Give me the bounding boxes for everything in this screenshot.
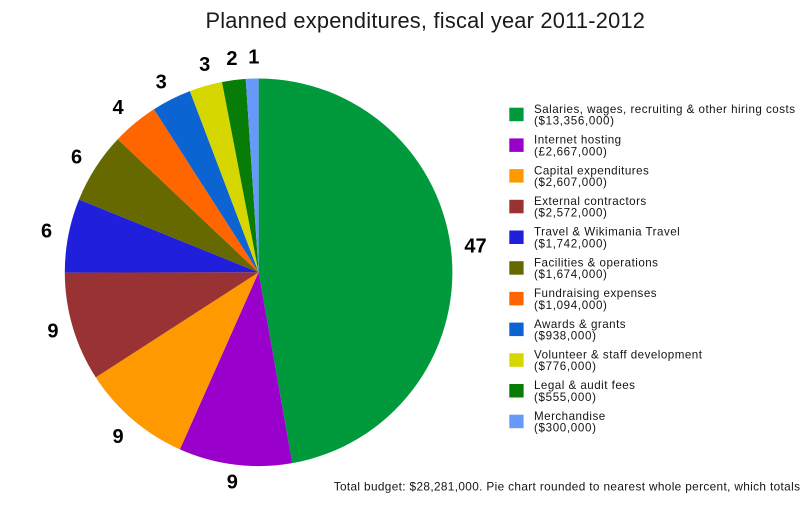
svg-text:1: 1	[248, 46, 259, 68]
svg-text:9: 9	[112, 426, 123, 448]
svg-text:Internet hosting: Internet hosting	[534, 134, 622, 147]
svg-text:6: 6	[71, 147, 82, 169]
svg-text:9: 9	[227, 472, 238, 494]
svg-text:4: 4	[112, 97, 124, 119]
svg-text:6: 6	[41, 221, 52, 243]
svg-text:Salaries, wages, recruiting &: Salaries, wages, recruiting & other hiri…	[534, 103, 795, 116]
svg-text:2: 2	[226, 48, 237, 70]
svg-text:Travel & Wikimania Travel: Travel & Wikimania Travel	[534, 226, 680, 239]
svg-text:Merchandise: Merchandise	[534, 410, 606, 423]
svg-text:($2,572,000): ($2,572,000)	[534, 207, 608, 220]
svg-text:($13,356,000): ($13,356,000)	[534, 115, 615, 128]
svg-text:Capital expenditures: Capital expenditures	[534, 164, 649, 177]
svg-text:Facilities & operations: Facilities & operations	[534, 256, 658, 269]
svg-text:3: 3	[156, 72, 167, 94]
svg-text:9: 9	[47, 321, 58, 343]
svg-text:Legal & audit fees: Legal & audit fees	[534, 379, 635, 392]
svg-text:3: 3	[199, 54, 210, 76]
svg-text:($1,742,000): ($1,742,000)	[534, 237, 608, 250]
svg-text:($555,000): ($555,000)	[534, 391, 597, 404]
svg-text:Planned expenditures, fiscal y: Planned expenditures, fiscal year 2011-2…	[205, 8, 645, 33]
svg-text:External contractors: External contractors	[534, 195, 647, 208]
svg-text:Fundraising expenses: Fundraising expenses	[534, 287, 657, 300]
svg-text:($938,000): ($938,000)	[534, 330, 597, 343]
svg-text:(£2,667,000): (£2,667,000)	[534, 145, 608, 158]
svg-text:Volunteer & staff development: Volunteer & staff development	[534, 349, 703, 362]
svg-text:($2,607,000): ($2,607,000)	[534, 176, 608, 189]
svg-text:($1,674,000): ($1,674,000)	[534, 268, 608, 281]
svg-text:Awards & grants: Awards & grants	[534, 318, 626, 331]
svg-text:($1,094,000): ($1,094,000)	[534, 299, 608, 312]
svg-text:47: 47	[464, 236, 486, 258]
svg-text:($300,000): ($300,000)	[534, 422, 597, 435]
svg-text:($776,000): ($776,000)	[534, 360, 597, 373]
svg-text:Total budget: $28,281,000. Pie: Total budget: $28,281,000. Pie chart rou…	[334, 480, 800, 494]
